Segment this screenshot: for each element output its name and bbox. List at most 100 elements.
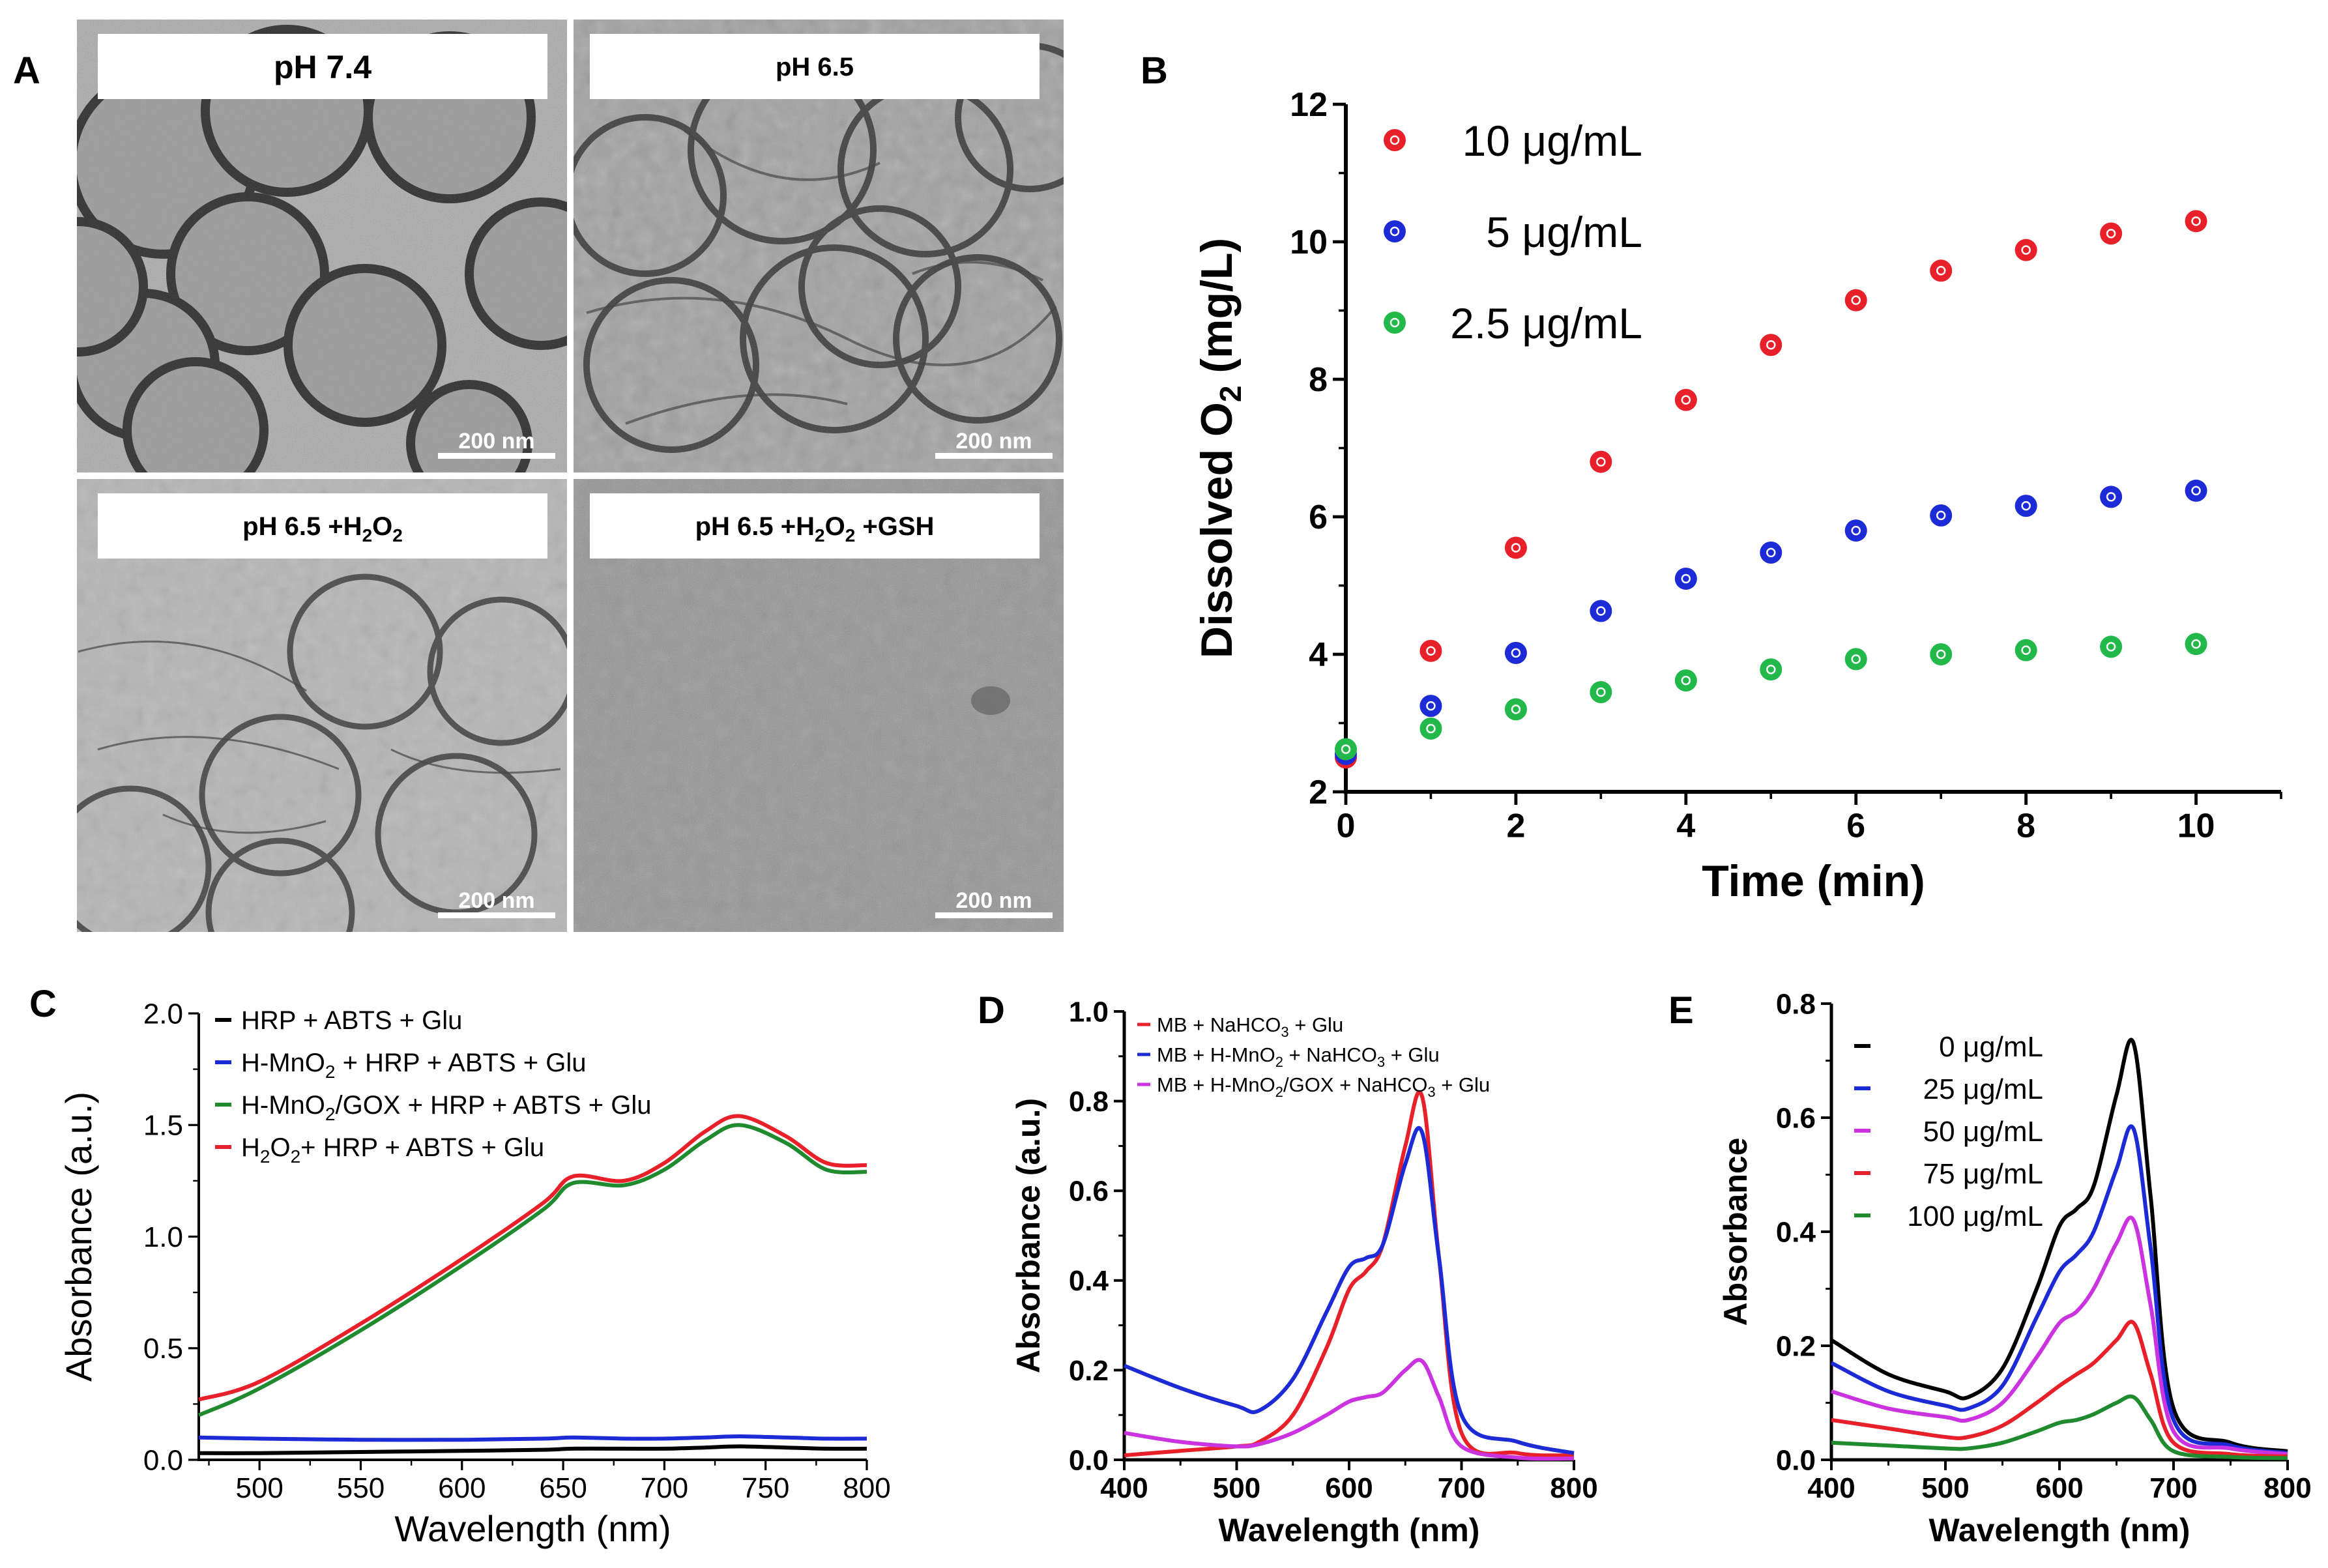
- y-tick-label: 2: [1309, 774, 1328, 811]
- scale-label-3: 200 nm: [458, 888, 534, 913]
- legend-label: MB + H-MnO2/GOX + NaHCO3 + Glu: [1157, 1073, 1490, 1100]
- series-line-2: [1831, 1215, 2288, 1457]
- legend-marker-center: [1390, 226, 1400, 237]
- y-axis-label: Absorbance (a.u.): [58, 1092, 99, 1382]
- y-tick-label: 0.8: [1069, 1086, 1109, 1118]
- tem-label-box-2: [590, 34, 1040, 99]
- data-point-center: [1851, 525, 1861, 536]
- legend-label: 75 μg/mL: [1923, 1158, 2043, 1190]
- data-point-center: [1341, 744, 1351, 754]
- y-axis-label: Absorbance: [1717, 1138, 1754, 1326]
- series-line-2: [1124, 1357, 1575, 1461]
- data-point: [2100, 486, 2123, 508]
- y-tick-label: 0.5: [143, 1333, 183, 1365]
- chart-c-abts-absorbance: 500 550 600 650 700 750 800 0.0 0.5 1.0 1.5 2.0 Wave…: [58, 998, 891, 1549]
- x-tick-label: 700: [1438, 1472, 1485, 1504]
- data-point-center: [2191, 486, 2201, 496]
- legend-label: H-MnO2 + HRP + ABTS + Glu: [241, 1049, 586, 1082]
- data-point-center: [1936, 266, 1946, 276]
- legend-label: 0 μg/mL: [1939, 1031, 2043, 1063]
- chart-e-concentration-absorbance: 400 500 600 700 800 0.0 0.2 0.4 0.6 0.8 Wavelength…: [1717, 988, 2312, 1548]
- data-point: [1844, 519, 1867, 542]
- y-tick-label: 0.2: [1069, 1355, 1109, 1387]
- x-tick-label: 500: [235, 1472, 283, 1504]
- chart-d-mb-absorbance: 400 500 600 700 800 0.0 0.2 0.4 0.6 0.8 1.0 Wavelen…: [1010, 996, 1598, 1548]
- x-tick-label: 8: [2016, 807, 2035, 845]
- series-line-4: [1831, 1394, 2288, 1460]
- x-axis-label: Wavelength (nm): [1929, 1512, 2190, 1548]
- data-point: [1930, 643, 1953, 665]
- x-tick-label: 600: [2035, 1472, 2083, 1504]
- legend-marker-center: [1390, 317, 1400, 328]
- data-point: [2185, 479, 2207, 502]
- series-line-0: [1830, 1038, 2288, 1453]
- y-tick-label: 6: [1309, 499, 1328, 536]
- x-axis-label: Time (min): [1702, 856, 1925, 906]
- x-tick-label: 700: [641, 1472, 688, 1504]
- data-point-center: [1426, 723, 1436, 734]
- data-point-center: [1426, 646, 1436, 656]
- y-tick-label: 0.0: [1776, 1444, 1816, 1476]
- data-point-center: [2106, 492, 2116, 502]
- scale-bar-1: [438, 453, 555, 459]
- y-tick-label: 0.8: [1776, 988, 1816, 1020]
- data-point: [1844, 648, 1867, 671]
- y-tick-label: 0.4: [1069, 1265, 1109, 1297]
- data-point-center: [1936, 510, 1946, 521]
- y-tick-label: 1.0: [1069, 996, 1109, 1028]
- tem-label-box-3: [98, 493, 547, 559]
- panel-label-c: C: [29, 983, 57, 1025]
- series-line-0: [198, 1444, 867, 1455]
- series-0: [1335, 210, 2207, 769]
- data-point-center: [1511, 704, 1521, 714]
- data-point: [1590, 681, 1612, 704]
- data-point: [1674, 567, 1697, 590]
- legend-label: MB + H-MnO2 + NaHCO3 + Glu: [1157, 1043, 1440, 1070]
- data-point: [2015, 639, 2037, 661]
- tem-label-box-1: [98, 34, 547, 99]
- data-point-center: [2191, 216, 2201, 226]
- data-point-center: [2021, 501, 2031, 511]
- legend-label: 100 μg/mL: [1907, 1200, 2043, 1232]
- data-point-center: [1851, 295, 1861, 305]
- data-point-center: [2191, 639, 2201, 649]
- y-tick-label: 1.0: [143, 1221, 183, 1253]
- data-point: [1590, 450, 1612, 473]
- x-axis-label: Wavelength (nm): [1219, 1512, 1480, 1548]
- data-point: [1674, 669, 1697, 692]
- data-point: [2015, 495, 2037, 517]
- x-tick-label: 500: [1213, 1472, 1260, 1504]
- data-point: [1504, 698, 1527, 721]
- x-tick-label: 400: [1807, 1472, 1855, 1504]
- data-point-center: [1766, 664, 1776, 675]
- legend-label: 2.5 μg/mL: [1450, 299, 1642, 347]
- series-line-1: [198, 1434, 867, 1442]
- x-tick-label: 600: [438, 1472, 486, 1504]
- data-point-center: [2021, 245, 2031, 255]
- data-point: [1504, 536, 1527, 559]
- tem-label-box-4: [590, 493, 1040, 559]
- y-tick-label: 2.0: [143, 998, 183, 1030]
- series-line-2: [197, 1123, 867, 1417]
- data-point: [1760, 334, 1782, 356]
- data-point: [1419, 695, 1442, 718]
- legend-label: 10 μg/mL: [1462, 117, 1642, 165]
- x-axis-label: Wavelength (nm): [394, 1508, 671, 1549]
- data-point: [2015, 239, 2037, 261]
- data-point: [1930, 504, 1953, 527]
- data-point: [1930, 259, 1953, 282]
- x-tick-label: 550: [337, 1472, 385, 1504]
- data-point: [2185, 210, 2207, 233]
- panel-label-e: E: [1668, 989, 1694, 1032]
- data-point: [1760, 541, 1782, 564]
- y-tick-label: 1.5: [143, 1110, 183, 1142]
- data-point-center: [1596, 687, 1606, 697]
- data-point: [1760, 658, 1782, 681]
- y-axis-label: Dissolved O2 (mg/L): [1192, 238, 1247, 658]
- data-point-center: [1681, 395, 1691, 405]
- series-line-3: [198, 1114, 867, 1402]
- data-point: [1335, 738, 1357, 761]
- y-tick-label: 0.6: [1776, 1102, 1816, 1134]
